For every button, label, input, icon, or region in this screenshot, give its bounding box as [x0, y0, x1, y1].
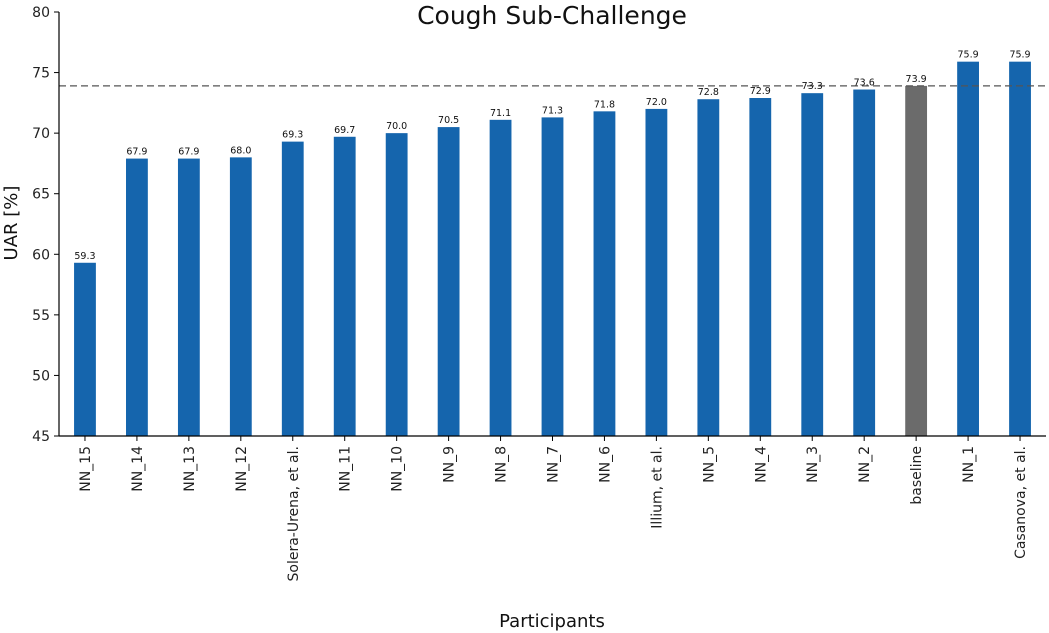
bar-illium-et-al	[645, 108, 668, 436]
x-tick-label: NN_3	[805, 446, 821, 483]
bar-value-label: 72.9	[750, 86, 771, 97]
bar-nn-5	[697, 99, 720, 436]
bar-solera-urena-et-al	[281, 141, 304, 436]
bar-nn-9	[437, 127, 460, 436]
bar-value-label: 71.3	[542, 105, 563, 116]
bar-value-label: 71.8	[594, 99, 615, 110]
bar-value-label: 59.3	[74, 251, 95, 262]
bar-value-label: 67.9	[126, 147, 147, 158]
chart-title: Cough Sub-Challenge	[417, 1, 687, 30]
bar-nn-7	[541, 117, 564, 436]
bar-value-label: 72.8	[698, 87, 719, 98]
bars-layer	[74, 61, 1031, 437]
x-tick-label: NN_5	[701, 446, 717, 483]
x-tick-label: Casanova, et al.	[1013, 446, 1029, 559]
bar-value-label: 70.5	[438, 115, 459, 126]
y-tick-label: 45	[32, 429, 50, 445]
bar-value-label: 73.3	[802, 81, 823, 92]
bar-casanova-et-al	[1009, 61, 1031, 437]
bar-nn-10	[385, 133, 408, 436]
bar-value-label: 67.9	[178, 147, 199, 158]
bar-nn-12	[229, 157, 252, 436]
bar-value-label: 72.0	[646, 97, 667, 108]
bar-nn-15	[74, 262, 96, 436]
y-tick-label: 50	[32, 368, 50, 384]
bar-nn-3	[801, 93, 824, 437]
bar-value-label: 73.9	[906, 74, 927, 85]
x-tick-label: Illium, et al.	[649, 446, 665, 529]
bar-value-label: 73.6	[854, 78, 875, 89]
bar-baseline	[905, 85, 928, 437]
x-axis-label: Participants	[499, 611, 605, 632]
x-tick-label: NN_12	[234, 446, 250, 492]
bar-nn-6	[593, 111, 616, 436]
bar-nn-8	[489, 119, 512, 436]
y-ticks-layer: 45 50 55 60 65 70 75 80	[32, 5, 59, 445]
bar-value-label: 71.1	[490, 108, 511, 119]
bar-value-label: 68.0	[230, 145, 251, 156]
x-tick-label: NN_6	[597, 446, 613, 483]
bar-nn-11	[333, 136, 356, 436]
y-axis-label: UAR [%]	[1, 186, 22, 261]
y-tick-label: 70	[32, 126, 50, 142]
bar-nn-2	[853, 89, 876, 436]
x-tick-label: NN_9	[442, 446, 458, 483]
x-tick-label: NN_10	[390, 446, 406, 492]
bar-labels-layer: 59.3 67.9 67.9 68.0 69.3 69.7 70.0 70.5 71.1 71.3…	[74, 50, 1030, 262]
x-ticks-layer: NN_15 NN_14 NN_13 NN_12 Solera-Urena, et al.…	[78, 436, 1029, 581]
x-tick-label: NN_8	[494, 446, 510, 483]
bar-value-label: 75.9	[1009, 50, 1030, 61]
bar-nn-13	[177, 158, 200, 436]
bar-value-label: 69.7	[334, 125, 355, 136]
x-tick-label: baseline	[909, 446, 925, 505]
x-tick-label: NN_15	[78, 446, 94, 492]
x-tick-label: NN_14	[130, 446, 146, 492]
x-tick-label: NN_2	[857, 446, 873, 483]
bar-value-label: 75.9	[958, 50, 979, 61]
bar-nn-14	[126, 158, 148, 436]
y-tick-label: 55	[32, 308, 50, 324]
x-tick-label: NN_11	[338, 446, 354, 492]
x-tick-label: NN_1	[961, 446, 977, 483]
bar-value-label: 69.3	[282, 130, 303, 141]
x-tick-label: NN_13	[182, 446, 198, 492]
y-tick-label: 65	[32, 187, 50, 203]
y-tick-label: 60	[32, 247, 50, 263]
x-tick-label: NN_4	[753, 446, 769, 483]
bar-nn-1	[957, 61, 979, 437]
y-tick-label: 75	[32, 66, 50, 82]
bar-nn-4	[749, 98, 772, 436]
bar-value-label: 70.0	[386, 121, 407, 132]
y-tick-label: 80	[32, 5, 50, 21]
x-tick-label: NN_7	[546, 446, 562, 483]
x-tick-label: Solera-Urena, et al.	[286, 446, 302, 581]
